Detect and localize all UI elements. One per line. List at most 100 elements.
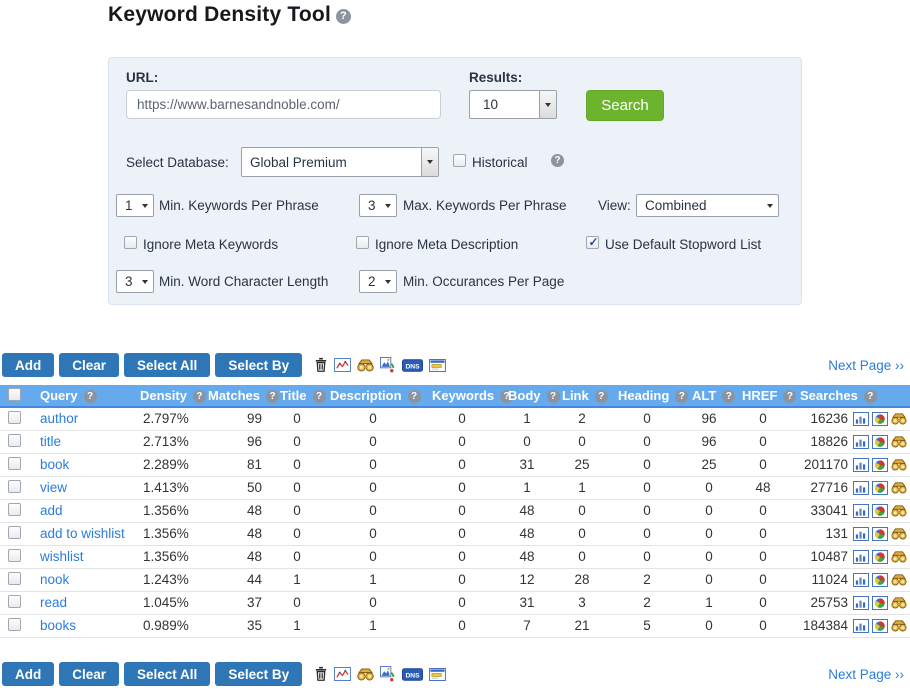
row-checkbox[interactable]: [8, 502, 21, 516]
column-header-title[interactable]: Title: [272, 385, 326, 408]
clear-button[interactable]: Clear: [59, 662, 120, 686]
query-link[interactable]: author: [40, 411, 79, 427]
search-button[interactable]: Search: [586, 90, 664, 121]
next-page-link[interactable]: Next Page ››: [828, 666, 904, 682]
dns-icon[interactable]: DNS: [402, 358, 424, 372]
clear-button[interactable]: Clear: [59, 353, 120, 377]
binoculars-icon[interactable]: [891, 413, 907, 425]
help-icon[interactable]: [722, 390, 736, 403]
row-checkbox[interactable]: [8, 525, 21, 539]
window-list-icon[interactable]: [429, 358, 446, 372]
query-link[interactable]: add: [40, 503, 63, 518]
help-icon[interactable]: [594, 390, 608, 403]
trash-icon[interactable]: [314, 666, 328, 682]
chevron-down-icon[interactable]: [421, 148, 438, 176]
binoculars-icon[interactable]: [891, 458, 907, 471]
query-link[interactable]: view: [40, 480, 68, 495]
help-icon[interactable]: [312, 390, 326, 403]
historical-checkbox[interactable]: [453, 154, 466, 167]
pie-chart-icon[interactable]: [872, 480, 888, 495]
column-header-keywords[interactable]: Keywords: [424, 385, 514, 408]
bar-chart-icon[interactable]: [853, 572, 869, 587]
column-header-href[interactable]: HREF: [734, 385, 797, 408]
bar-chart-icon[interactable]: [853, 457, 869, 472]
pie-chart-icon[interactable]: [872, 549, 888, 564]
ignore-meta-description-checkbox[interactable]: [356, 236, 369, 249]
query-link[interactable]: nook: [40, 572, 70, 587]
row-checkbox[interactable]: [8, 410, 21, 424]
column-header-query[interactable]: Query: [32, 385, 132, 408]
binoculars-icon[interactable]: [891, 596, 907, 609]
query-link[interactable]: book: [40, 457, 70, 472]
binoculars-icon[interactable]: [357, 667, 374, 681]
bar-chart-icon[interactable]: [853, 595, 869, 610]
help-icon[interactable]: [407, 390, 421, 403]
image-export-icon[interactable]: [380, 666, 396, 682]
binoculars-icon[interactable]: [891, 550, 907, 563]
row-checkbox[interactable]: [8, 456, 21, 470]
query-link[interactable]: wishlist: [40, 549, 84, 564]
binoculars-icon[interactable]: [891, 481, 907, 494]
window-list-icon[interactable]: [429, 667, 446, 681]
use-default-stopword-checkbox[interactable]: [586, 235, 600, 249]
column-header-density[interactable]: Density: [132, 385, 206, 408]
row-checkbox[interactable]: [8, 594, 21, 608]
binoculars-icon[interactable]: [891, 435, 907, 448]
bar-chart-icon[interactable]: [853, 411, 869, 426]
select-by-button[interactable]: Select By: [215, 353, 303, 377]
column-header-matches[interactable]: Matches: [200, 385, 280, 408]
help-icon[interactable]: [863, 390, 877, 403]
chevron-down-icon[interactable]: [539, 91, 556, 118]
help-icon[interactable]: [335, 9, 351, 24]
row-checkbox[interactable]: [8, 548, 21, 562]
trash-icon[interactable]: [314, 357, 328, 373]
select-by-button[interactable]: Select By: [215, 662, 303, 686]
dns-icon[interactable]: DNS: [402, 667, 424, 681]
database-select[interactable]: Global Premium: [241, 147, 439, 177]
column-header-heading[interactable]: Heading: [610, 385, 689, 408]
line-chart-icon[interactable]: [334, 358, 352, 372]
pie-chart-icon[interactable]: [872, 572, 888, 587]
binoculars-icon[interactable]: [891, 504, 907, 517]
query-link[interactable]: books: [40, 618, 77, 633]
min-keywords-select[interactable]: 1: [116, 194, 154, 217]
query-link[interactable]: read: [40, 595, 68, 610]
bar-chart-icon[interactable]: [853, 549, 869, 564]
pie-chart-icon[interactable]: [872, 526, 888, 541]
binoculars-icon[interactable]: [357, 358, 374, 372]
bar-chart-icon[interactable]: [853, 434, 869, 449]
view-select[interactable]: Combined: [636, 194, 779, 217]
pie-chart-icon[interactable]: [872, 434, 888, 449]
help-icon[interactable]: [83, 390, 97, 403]
query-link[interactable]: add to wishlist: [40, 526, 125, 541]
binoculars-icon[interactable]: [891, 619, 907, 632]
bar-chart-icon[interactable]: [853, 618, 869, 633]
bar-chart-icon[interactable]: [853, 526, 869, 541]
ignore-meta-keywords-checkbox[interactable]: [124, 236, 137, 249]
pie-chart-icon[interactable]: [872, 595, 888, 610]
add-button[interactable]: Add: [2, 353, 55, 377]
help-icon[interactable]: [266, 390, 280, 403]
binoculars-icon[interactable]: [891, 527, 907, 540]
results-select[interactable]: 10: [469, 90, 557, 119]
column-header-description[interactable]: Description: [322, 385, 424, 408]
line-chart-icon[interactable]: [334, 667, 352, 681]
select-all-button[interactable]: Select All: [124, 662, 211, 686]
help-icon[interactable]: [783, 390, 797, 403]
help-icon[interactable]: [546, 390, 560, 403]
next-page-link[interactable]: Next Page ››: [828, 357, 904, 373]
column-header-searches[interactable]: Searches: [792, 385, 910, 408]
row-checkbox[interactable]: [8, 433, 21, 447]
bar-chart-icon[interactable]: [853, 503, 869, 518]
bar-chart-icon[interactable]: [853, 480, 869, 495]
column-header-link[interactable]: Link: [554, 385, 610, 408]
help-icon[interactable]: [675, 390, 689, 403]
row-checkbox[interactable]: [8, 571, 21, 585]
select-all-button[interactable]: Select All: [124, 353, 211, 377]
column-header-alt[interactable]: ALT: [684, 385, 736, 408]
help-icon[interactable]: [551, 154, 564, 167]
select-all-checkbox[interactable]: [8, 387, 21, 401]
add-button[interactable]: Add: [2, 662, 55, 686]
column-header-body[interactable]: Body: [500, 385, 560, 408]
min-char-select[interactable]: 3: [116, 270, 154, 293]
